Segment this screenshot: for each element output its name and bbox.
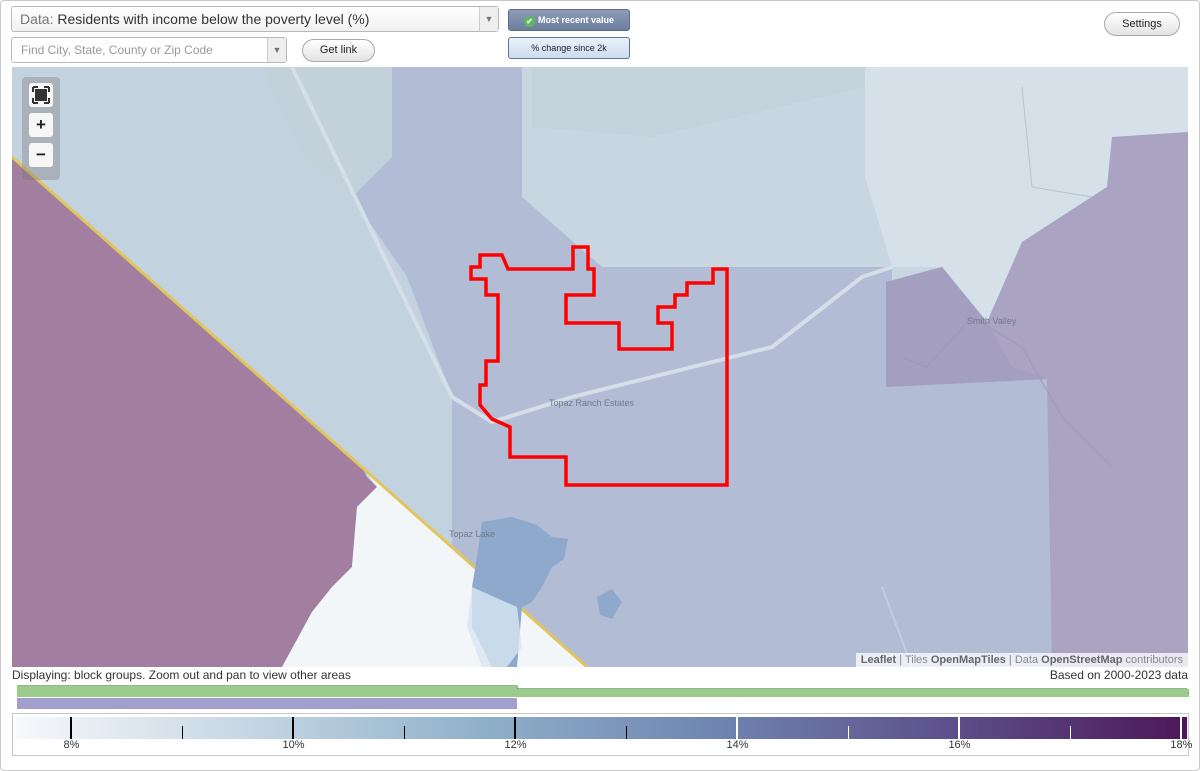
data-prefix: Data (1014, 654, 1039, 666)
legend-label: 18% (1170, 739, 1193, 751)
legend-label: 16% (948, 739, 971, 751)
legend-minor-tick (404, 726, 406, 739)
location-search-input[interactable]: Find City, State, County or Zip Code ▼ (11, 37, 287, 63)
most-recent-label: Most recent value (537, 15, 615, 25)
legend-major-tick (1180, 717, 1183, 739)
map-canvas (12, 67, 1188, 667)
legend-major-tick (958, 717, 961, 739)
openmaptiles-link[interactable]: OpenMapTiles (930, 654, 1006, 666)
based-on-status: Based on 2000-2023 data (1049, 668, 1188, 682)
chevron-down-icon[interactable]: ▼ (479, 7, 498, 31)
location-search-placeholder: Find City, State, County or Zip Code (21, 43, 213, 57)
zoom-controls: + − (22, 77, 60, 180)
legend-major-tick (514, 717, 517, 739)
map-attribution: Leaflet | Tiles OpenMapTiles | Data Open… (855, 653, 1188, 667)
legend-gradient (16, 717, 1187, 739)
fullscreen-icon[interactable] (29, 83, 53, 107)
get-link-button[interactable]: Get link (302, 39, 375, 62)
legend-label: 14% (726, 739, 749, 751)
map-label-smith-valley: Smith Valley (967, 316, 1017, 326)
zoom-out-button[interactable]: − (29, 143, 53, 167)
legend-major-tick (736, 717, 739, 739)
check-icon: ✔ (523, 16, 535, 27)
openstreetmap-link[interactable]: OpenStreetMap (1041, 654, 1123, 666)
data-select[interactable]: Data: Residents with income below the po… (11, 6, 499, 32)
data-select-prefix: Data: (20, 11, 54, 27)
data-select-value: Residents with income below the poverty … (57, 11, 370, 27)
green-range-bar (17, 686, 517, 697)
settings-button[interactable]: Settings (1104, 12, 1180, 36)
tiles-prefix: Tiles (904, 654, 928, 666)
chevron-down-icon[interactable]: ▼ (267, 38, 286, 62)
legend-major-tick (70, 717, 73, 739)
change-since-2k-toggle[interactable]: % change since 2k (508, 37, 630, 59)
color-legend: 8% 10% 12% 14% 16% 18% (12, 713, 1193, 756)
purple-range-bar (17, 698, 517, 709)
legend-label: 12% (504, 739, 527, 751)
displaying-status: Displaying: block groups. Zoom out and p… (12, 668, 351, 682)
map-label-topaz-ranch-estates: Topaz Ranch Estates (549, 398, 635, 408)
data-range-bars: ? (17, 685, 1189, 709)
legend-minor-tick (182, 726, 184, 739)
legend-minor-tick (848, 726, 850, 739)
leaflet-link[interactable]: Leaflet (860, 654, 897, 666)
most-recent-toggle[interactable]: ✔ Most recent value (508, 9, 630, 31)
contributors-text: contributors (1125, 654, 1183, 666)
legend-label: 8% (63, 739, 80, 751)
legend-minor-tick (1070, 726, 1072, 739)
legend-label: 10% (282, 739, 305, 751)
map-label-topaz-lake: Topaz Lake (449, 529, 496, 539)
map-view[interactable]: Smith Valley Topaz Ranch Estates Topaz L… (12, 67, 1188, 667)
zoom-in-button[interactable]: + (29, 113, 53, 137)
help-icon: ? (1188, 690, 1189, 700)
legend-minor-tick (626, 726, 628, 739)
legend-major-tick (292, 717, 295, 739)
